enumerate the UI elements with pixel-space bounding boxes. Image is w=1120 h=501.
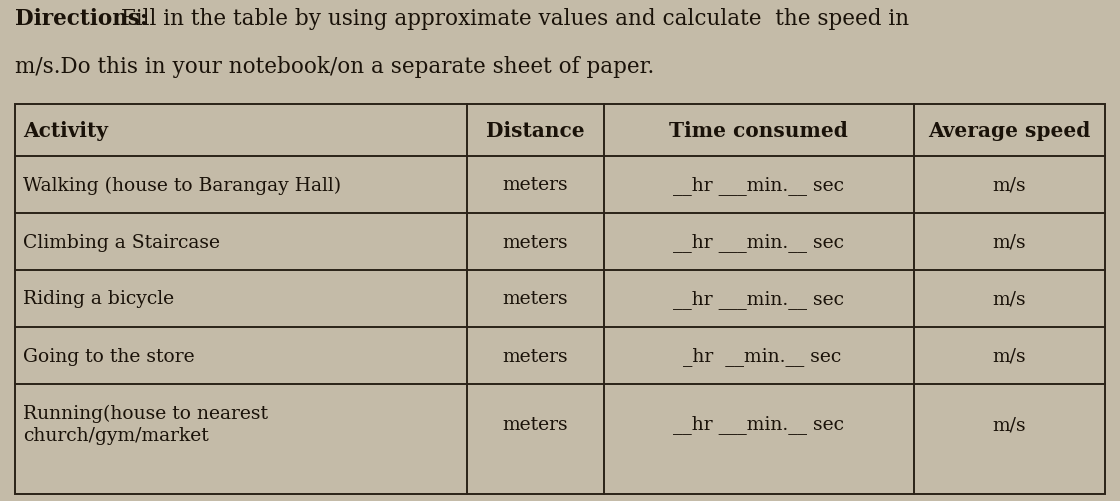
- Text: __hr ___min.__ sec: __hr ___min.__ sec: [673, 176, 844, 194]
- Bar: [15, 105, 1105, 494]
- Text: Going to the store: Going to the store: [24, 347, 195, 365]
- Text: Distance: Distance: [486, 121, 585, 141]
- Text: Average speed: Average speed: [928, 121, 1091, 141]
- Text: meters: meters: [503, 415, 568, 433]
- Text: Running(house to nearest
church/gym/market: Running(house to nearest church/gym/mark…: [24, 404, 268, 444]
- Text: m/s: m/s: [992, 233, 1026, 251]
- Text: m/s: m/s: [992, 290, 1026, 308]
- Text: __hr ___min.__ sec: __hr ___min.__ sec: [673, 415, 844, 433]
- Text: m/s: m/s: [992, 415, 1026, 433]
- Text: meters: meters: [503, 176, 568, 194]
- Text: m/s.Do this in your notebook/on a separate sheet of paper.: m/s.Do this in your notebook/on a separa…: [15, 56, 654, 78]
- Text: __hr ___min.__ sec: __hr ___min.__ sec: [673, 290, 844, 308]
- Text: Walking (house to Barangay Hall): Walking (house to Barangay Hall): [24, 176, 342, 194]
- Text: _hr  __min.__ sec: _hr __min.__ sec: [676, 346, 841, 365]
- Text: Directions:: Directions:: [15, 8, 148, 30]
- Text: meters: meters: [503, 233, 568, 251]
- Text: __hr ___min.__ sec: __hr ___min.__ sec: [673, 232, 844, 252]
- Text: meters: meters: [503, 290, 568, 308]
- Text: m/s: m/s: [992, 347, 1026, 365]
- Text: Riding a bicycle: Riding a bicycle: [24, 290, 174, 308]
- Text: meters: meters: [503, 347, 568, 365]
- Text: m/s: m/s: [992, 176, 1026, 194]
- Text: Climbing a Staircase: Climbing a Staircase: [24, 233, 220, 251]
- Text: Time consumed: Time consumed: [670, 121, 848, 141]
- Text: Fill in the table by using approximate values and calculate  the speed in: Fill in the table by using approximate v…: [121, 8, 908, 30]
- Text: Activity: Activity: [24, 121, 108, 141]
